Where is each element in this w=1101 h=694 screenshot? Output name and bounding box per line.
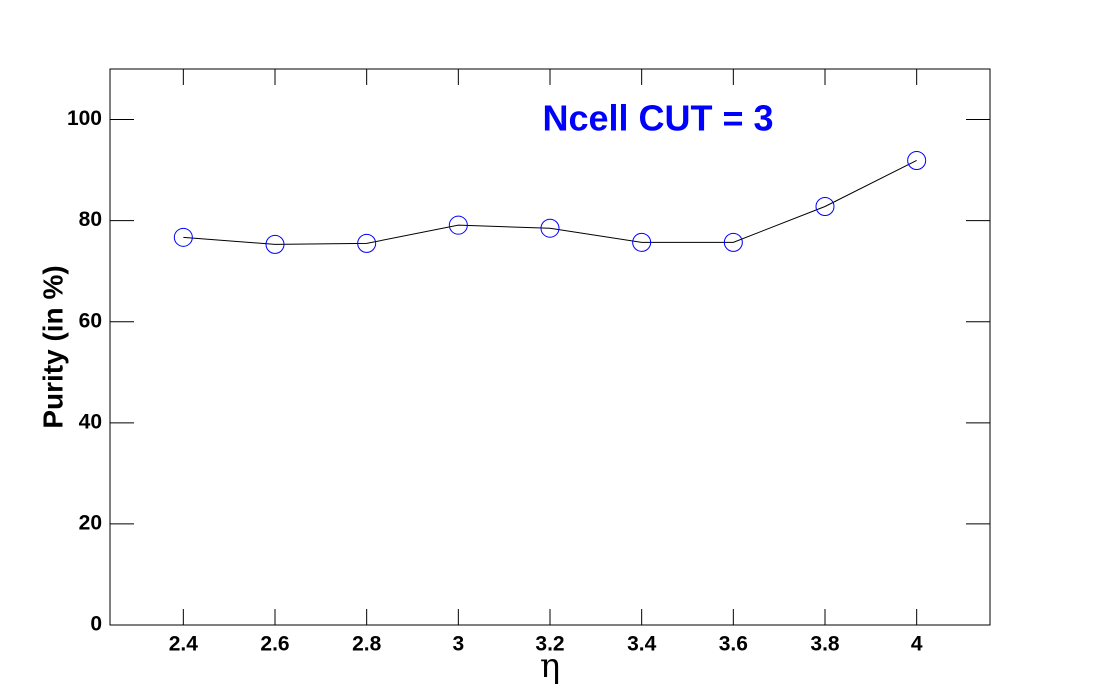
- y-tick-label: 80: [79, 208, 102, 231]
- data-point: [815, 196, 835, 216]
- data-point: [907, 150, 927, 170]
- annotation: Ncell CUT = 3: [542, 98, 773, 139]
- x-tick-label: 2.8: [352, 633, 382, 656]
- x-tick-label: 3.8: [810, 633, 840, 656]
- y-axis-label: Purity (in %): [37, 265, 68, 428]
- x-tick-label: 2.6: [260, 633, 289, 656]
- series-line: [183, 160, 917, 245]
- x-tick-label: 3: [452, 633, 464, 656]
- x-tick-label: 3.6: [719, 633, 748, 656]
- y-tick-label: 40: [79, 410, 102, 433]
- data-point: [173, 227, 193, 247]
- x-tick-label: 4: [911, 633, 923, 656]
- x-tick-label: 2.4: [169, 633, 199, 656]
- data-point: [723, 232, 743, 252]
- data-point: [632, 232, 652, 252]
- y-tick-label: 0: [90, 613, 102, 636]
- x-tick-label: 3.2: [535, 633, 564, 656]
- data-point: [448, 215, 468, 235]
- data-point: [265, 234, 285, 254]
- plot-frame: [109, 68, 991, 626]
- y-tick-label: 60: [79, 309, 102, 332]
- data-point: [357, 233, 377, 253]
- y-tick-label: 100: [67, 107, 102, 130]
- x-axis-label: η: [540, 646, 560, 686]
- data-point: [540, 218, 560, 238]
- y-tick-label: 20: [79, 511, 102, 534]
- x-tick-label: 3.4: [627, 633, 657, 656]
